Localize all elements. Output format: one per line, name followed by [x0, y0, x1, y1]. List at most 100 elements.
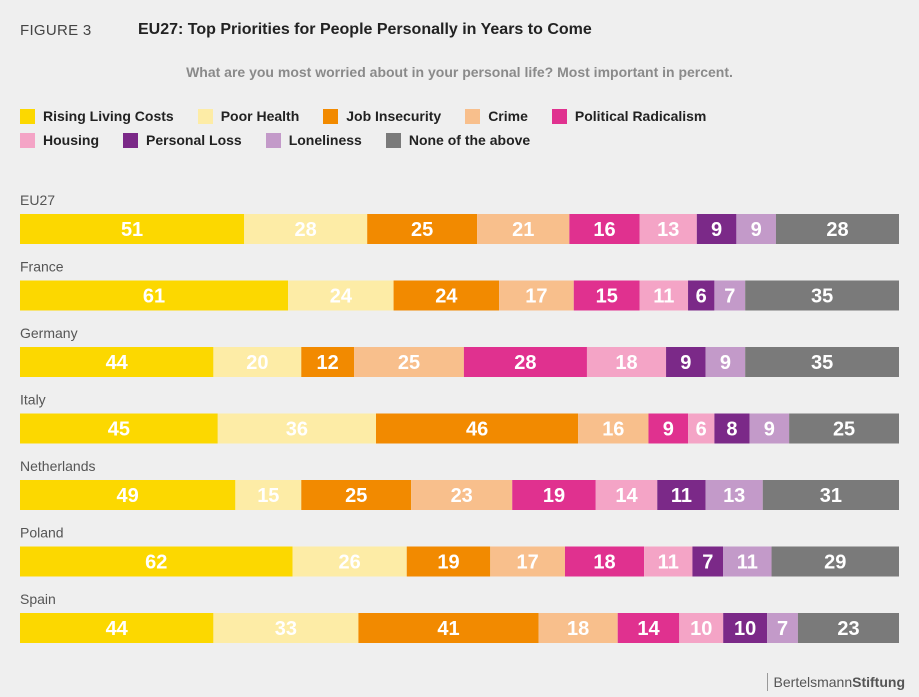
legend-swatch	[385, 132, 401, 148]
bar-segment	[569, 214, 640, 244]
legend-item: Crime	[465, 108, 528, 124]
data-label: 25	[411, 219, 433, 241]
bar-segment	[736, 214, 776, 244]
data-label: 8	[726, 419, 737, 441]
data-label: 16	[593, 219, 615, 241]
bar-segment	[20, 347, 214, 377]
legend-label: Housing	[43, 132, 99, 148]
data-label: 35	[811, 286, 833, 308]
category-label: France	[20, 259, 64, 275]
footer-brand: BertelsmannStiftung	[766, 673, 905, 691]
bar-segment	[595, 480, 658, 510]
data-label: 16	[602, 419, 624, 441]
data-label: 41	[437, 618, 459, 640]
bar-segment	[406, 546, 491, 577]
data-label: 46	[466, 419, 488, 441]
category-label: Spain	[20, 591, 56, 607]
legend-swatch	[551, 108, 567, 124]
bar-segment	[749, 413, 790, 444]
bar-segment	[20, 546, 293, 577]
bar-segment	[292, 546, 407, 577]
bar-segment	[705, 480, 763, 510]
data-label: 11	[671, 485, 692, 507]
legend-item: Poor Health	[197, 108, 300, 124]
data-label: 45	[108, 419, 130, 441]
data-label: 9	[751, 219, 762, 241]
data-label: 9	[720, 352, 731, 374]
category-label: Italy	[20, 392, 46, 408]
data-label: 28	[295, 219, 317, 241]
bar-segment	[244, 214, 368, 244]
bar-segment	[213, 347, 302, 377]
data-label: 14	[615, 485, 638, 507]
data-label: 14	[637, 618, 660, 640]
data-label: 11	[658, 552, 679, 574]
legend-swatch	[465, 108, 481, 124]
bar-segment	[723, 613, 768, 643]
data-label: 18	[567, 618, 589, 640]
bar-segment	[477, 214, 570, 244]
legend-row-1: Rising Living Costs Poor Health Job Inse…	[20, 104, 900, 128]
bar-segment	[705, 347, 746, 377]
bar-segment	[692, 546, 724, 577]
bar-segment	[367, 214, 478, 244]
data-label: 31	[820, 485, 842, 507]
bar-segment	[789, 413, 899, 444]
bar-segment	[375, 413, 579, 444]
bar-segment	[586, 347, 667, 377]
bar-segment	[217, 413, 376, 444]
data-label: 29	[824, 552, 846, 574]
data-label: 7	[777, 618, 788, 640]
bar-segment	[723, 546, 772, 577]
chart-subtitle: What are you most worried about in your …	[186, 64, 733, 80]
bar-segment	[745, 347, 899, 377]
bar-segment	[20, 480, 236, 510]
legend-item: Rising Living Costs	[20, 108, 174, 124]
legend-item: Loneliness	[265, 132, 362, 148]
category-label: EU27	[20, 192, 55, 208]
data-label: 36	[286, 419, 308, 441]
legend-item: Personal Loss	[123, 132, 242, 148]
data-label: 6	[696, 286, 707, 308]
bar-segment	[714, 413, 750, 444]
bar-segment	[657, 480, 706, 510]
data-label: 15	[257, 485, 279, 507]
data-label: 44	[106, 618, 129, 640]
data-label: 24	[435, 286, 458, 308]
legend: Rising Living Costs Poor Health Job Inse…	[20, 104, 900, 152]
bar-segment	[639, 280, 689, 311]
legend-swatch	[20, 132, 35, 148]
data-label: 7	[702, 552, 713, 574]
data-label: 11	[737, 552, 758, 574]
legend-item: None of the above	[385, 132, 530, 148]
legend-label: Job Insecurity	[346, 108, 442, 124]
data-label: 35	[811, 352, 833, 374]
legend-label: Political Radicalism	[574, 108, 707, 124]
legend-label: Poor Health	[220, 108, 300, 124]
bar-segment	[358, 613, 539, 643]
category-label: Germany	[20, 325, 78, 341]
data-label: 26	[339, 552, 361, 574]
bar-segment	[767, 613, 798, 643]
bar-segment	[679, 613, 724, 643]
data-label: 12	[317, 352, 339, 374]
bar-segment	[463, 347, 587, 377]
data-label: 7	[724, 286, 735, 308]
bar-segment	[213, 613, 359, 643]
legend-label: Crime	[488, 108, 528, 124]
bar-segment	[762, 480, 899, 510]
data-label: 9	[711, 219, 722, 241]
data-label: 10	[690, 618, 712, 640]
data-label: 25	[398, 352, 420, 374]
data-label: 9	[764, 419, 775, 441]
bar-segment	[301, 480, 412, 510]
data-label: 13	[657, 219, 679, 241]
bar-segment	[745, 280, 899, 311]
bar-segment	[648, 413, 689, 444]
data-label: 33	[275, 618, 297, 640]
bar-segment	[512, 480, 596, 510]
bar-segment	[20, 413, 218, 444]
bar-segment	[499, 280, 574, 311]
bar-segment	[688, 413, 715, 444]
